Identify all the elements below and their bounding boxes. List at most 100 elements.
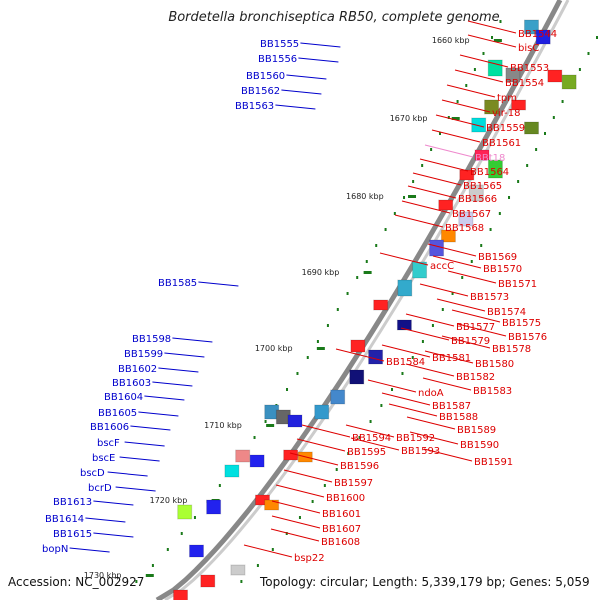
scale-dot	[391, 388, 394, 391]
gene-label-left: BB1604	[104, 392, 143, 403]
gene-label-left: BB1605	[98, 408, 137, 419]
leader-line	[409, 431, 459, 445]
gene-label-right: bisC	[518, 43, 539, 54]
gene-block	[224, 464, 240, 478]
scale-dot	[311, 500, 314, 503]
gene-label-right: BB1544	[518, 29, 557, 40]
gene-label-right: BB1587	[432, 401, 471, 412]
gene-label-right: BB1596	[340, 461, 379, 472]
gene-block	[561, 74, 577, 90]
scale-dot	[346, 292, 349, 295]
gene-block	[440, 229, 456, 243]
leader-line	[275, 104, 316, 110]
leader-line	[401, 200, 451, 214]
gene-label-right: BB1600	[326, 493, 365, 504]
scale-dot	[596, 36, 599, 39]
gene-label-right: BB1570	[483, 264, 522, 275]
genome-info-text: Topology: circular; Length: 5,339,179 bp…	[260, 575, 590, 589]
scale-dot	[326, 324, 329, 327]
leader-line	[424, 144, 474, 158]
gene-label-right: bsp22	[294, 553, 325, 564]
gene-block	[396, 319, 412, 331]
gene-block	[458, 211, 474, 227]
scale-dot	[393, 212, 396, 215]
leader-line	[467, 34, 517, 48]
gene-label-right: BB1559	[486, 123, 525, 134]
leader-line	[198, 281, 239, 287]
gene-label-right: BB1608	[321, 537, 360, 548]
leader-line	[130, 425, 171, 431]
scale-dot	[461, 276, 464, 279]
gene-label-left: BB1613	[53, 497, 92, 508]
scale-dot	[412, 180, 415, 183]
kbp-tick	[316, 347, 325, 350]
gene-label-right: BB1592	[396, 433, 435, 444]
gene-label-right: BB1584	[386, 357, 425, 368]
gene-label-left: BB1598	[132, 334, 171, 345]
leader-line	[85, 517, 126, 523]
scale-dot	[517, 180, 520, 183]
gene-label-right: BB1578	[492, 344, 531, 355]
scale-dot	[384, 228, 387, 231]
leader-line	[164, 352, 205, 358]
gene-block	[230, 564, 246, 576]
gene-label-right: accC	[430, 261, 454, 272]
leader-line	[286, 74, 327, 80]
leader-line	[405, 313, 455, 327]
scale-dot	[240, 580, 243, 583]
leader-line	[93, 532, 134, 538]
kbp-label: 1690 kbp	[302, 268, 340, 277]
leader-line	[451, 309, 501, 323]
gene-label-right: BB1569	[478, 252, 517, 263]
gene-label-left: bopN	[42, 544, 68, 555]
kbp-tick	[493, 39, 502, 42]
kbp-tick	[145, 574, 154, 577]
gene-label-left: BB1563	[235, 101, 274, 112]
kbp-label: 1670 kbp	[390, 114, 428, 123]
leader-line	[301, 424, 351, 438]
gene-label-right: BB1582	[456, 372, 495, 383]
gene-block	[397, 279, 413, 297]
gene-label-right: BB1568	[445, 223, 484, 234]
scale-dot	[411, 356, 414, 359]
accession-text: Accession: NC_002927	[8, 575, 145, 589]
scale-dot	[323, 484, 326, 487]
gene-label-left: bcrD	[88, 483, 112, 494]
gene-label-right: BB1580	[475, 359, 514, 370]
leader-line	[381, 392, 431, 406]
leader-line	[435, 114, 485, 128]
scale-dot	[369, 420, 372, 423]
gene-block	[330, 389, 346, 405]
gene-label-right: vir-18	[492, 108, 521, 119]
gene-block	[511, 99, 527, 111]
gene-block	[524, 121, 540, 135]
leader-line	[432, 255, 482, 269]
scale-dot	[166, 548, 169, 551]
scale-dot	[451, 292, 454, 295]
gene-block	[471, 117, 487, 133]
leader-line	[381, 344, 431, 358]
leader-line	[283, 469, 333, 483]
gene-block	[368, 349, 384, 365]
gene-label-left: BB1603	[112, 378, 151, 389]
gene-block	[349, 369, 365, 385]
kbp-label: 1680 kbp	[346, 192, 384, 201]
gene-label-left: BB1602	[118, 364, 157, 375]
scale-dot	[347, 452, 350, 455]
kbp-label: 1720 kbp	[150, 496, 188, 505]
gene-label-left: BB1556	[258, 54, 297, 65]
scale-dot	[499, 20, 502, 23]
scale-dot	[526, 164, 529, 167]
scale-dot	[465, 84, 468, 87]
leader-line	[152, 381, 193, 387]
gene-label-right: BB1581	[432, 353, 471, 364]
scale-dot	[431, 324, 434, 327]
gene-label-right: BB1607	[322, 524, 361, 535]
gene-block	[200, 574, 216, 588]
gene-label-right: BB1574	[487, 307, 526, 318]
leader-line	[270, 528, 320, 542]
scale-dot	[403, 196, 406, 199]
kbp-label: 1710 kbp	[204, 421, 242, 430]
scale-dot	[285, 532, 288, 535]
gene-label-right: BB1601	[322, 509, 361, 520]
